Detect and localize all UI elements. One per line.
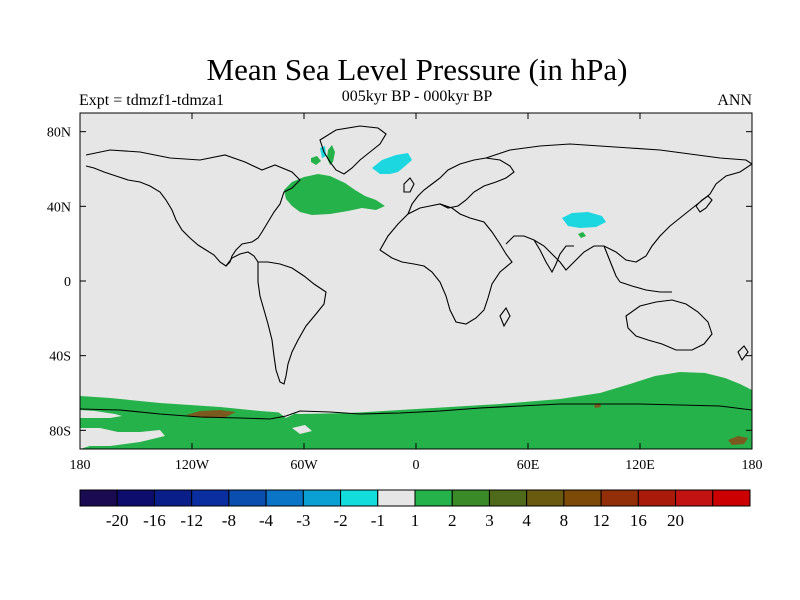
colorbar-label: -16 bbox=[143, 511, 166, 530]
season-label: ANN bbox=[717, 92, 752, 109]
greenland-sea-negative-region bbox=[372, 153, 412, 174]
west-antarctic-brown-region bbox=[186, 410, 236, 418]
colorbar-swatch bbox=[414, 489, 453, 507]
colorbar-label: -20 bbox=[106, 511, 129, 530]
coast-uk bbox=[403, 177, 415, 193]
x-tick-label: 0 bbox=[413, 458, 420, 473]
y-tick-label: 0 bbox=[64, 275, 71, 290]
coast-greenland bbox=[319, 125, 387, 175]
colorbar-label: -3 bbox=[296, 511, 310, 530]
coast-new-zealand bbox=[737, 345, 749, 362]
coast-australia bbox=[625, 299, 713, 351]
colorbar-label: -8 bbox=[222, 511, 236, 530]
colorbar-swatch bbox=[116, 489, 155, 507]
x-tick-label: 60W bbox=[290, 458, 318, 473]
colorbar-label: -1 bbox=[371, 511, 385, 530]
colorbar-label: 2 bbox=[448, 511, 457, 530]
experiment-label: Expt = tdmzf1-tdmza1 bbox=[79, 92, 224, 109]
x-tick-label: 180 bbox=[742, 458, 763, 473]
davis-strait-negative-region bbox=[320, 146, 326, 158]
colorbar-label: 16 bbox=[630, 511, 647, 530]
x-axis: 180 120W 60W 0 60E 120E 180 bbox=[70, 113, 763, 473]
colorbar-label: 3 bbox=[485, 511, 494, 530]
colorbar-label: 1 bbox=[411, 511, 420, 530]
coastlines bbox=[80, 125, 752, 420]
colorbar-label: -2 bbox=[333, 511, 347, 530]
coast-southeast-asia bbox=[603, 245, 621, 283]
southern-gap-2 bbox=[278, 409, 294, 418]
greenland-south-positive-region bbox=[311, 156, 321, 165]
tibet-negative-region bbox=[562, 212, 606, 228]
chart-subtitle: 005kyr BP - 000kyr BP bbox=[341, 88, 493, 105]
coast-asia bbox=[485, 143, 752, 271]
chart-title: Mean Sea Level Pressure (in hPa) bbox=[206, 52, 628, 87]
coast-antarctica bbox=[80, 403, 752, 420]
southern-gap-4 bbox=[292, 425, 312, 434]
colorbar-swatch bbox=[712, 489, 751, 507]
colorbar-label: -4 bbox=[259, 511, 274, 530]
colorbar-swatch bbox=[79, 489, 118, 507]
coast-madagascar bbox=[499, 306, 511, 328]
y-tick-label: 80S bbox=[49, 424, 71, 439]
colorbar-label: 12 bbox=[593, 511, 610, 530]
colorbar-label: 20 bbox=[667, 511, 684, 530]
x-tick-label: 120E bbox=[625, 458, 655, 473]
colorbar-swatch bbox=[488, 489, 528, 507]
coast-europe-north bbox=[407, 157, 515, 215]
coast-gulf-mexico bbox=[225, 251, 259, 267]
north-atlantic-positive-region bbox=[284, 174, 385, 215]
colorbar-label: 4 bbox=[522, 511, 531, 530]
colorbar-swatch bbox=[265, 489, 304, 507]
x-tick-label: 120W bbox=[175, 458, 210, 473]
colorbar-swatch bbox=[340, 489, 379, 507]
southern-gap-3 bbox=[80, 428, 165, 449]
tibet-south-positive-region bbox=[578, 232, 586, 238]
ross-sea-brown-region bbox=[728, 436, 748, 445]
colorbar-label: -12 bbox=[180, 511, 203, 530]
colorbar-swatch bbox=[153, 489, 193, 507]
colorbar-swatch bbox=[675, 489, 714, 507]
coast-indonesia bbox=[619, 281, 672, 293]
y-tick-label: 40S bbox=[49, 350, 71, 365]
coast-europe-africa bbox=[379, 203, 513, 325]
anomaly-field bbox=[80, 145, 752, 449]
colorbar-swatch bbox=[191, 489, 230, 507]
coast-north-america bbox=[85, 149, 301, 267]
x-tick-label: 60E bbox=[517, 458, 540, 473]
coast-south-america bbox=[257, 261, 327, 385]
colorbar-swatch bbox=[637, 489, 677, 507]
colorbar-swatch bbox=[563, 489, 602, 507]
colorbar-swatch bbox=[451, 489, 490, 507]
colorbar-swatch bbox=[302, 489, 342, 507]
coast-japan bbox=[695, 195, 713, 213]
y-tick-label: 80N bbox=[47, 126, 71, 141]
colorbar-swatch bbox=[600, 489, 639, 507]
coast-india bbox=[533, 239, 574, 274]
colorbar-swatch bbox=[526, 489, 565, 507]
colorbar-swatch bbox=[228, 489, 267, 507]
southern-gap-1 bbox=[80, 410, 122, 418]
southern-ocean-positive-region bbox=[80, 372, 752, 449]
y-axis: 80N 40N 0 40S 80S bbox=[47, 126, 752, 439]
colorbar-label: 8 bbox=[560, 511, 569, 530]
x-tick-label: 180 bbox=[70, 458, 91, 473]
colorbar-swatch bbox=[377, 489, 416, 507]
y-tick-label: 40N bbox=[47, 200, 71, 215]
